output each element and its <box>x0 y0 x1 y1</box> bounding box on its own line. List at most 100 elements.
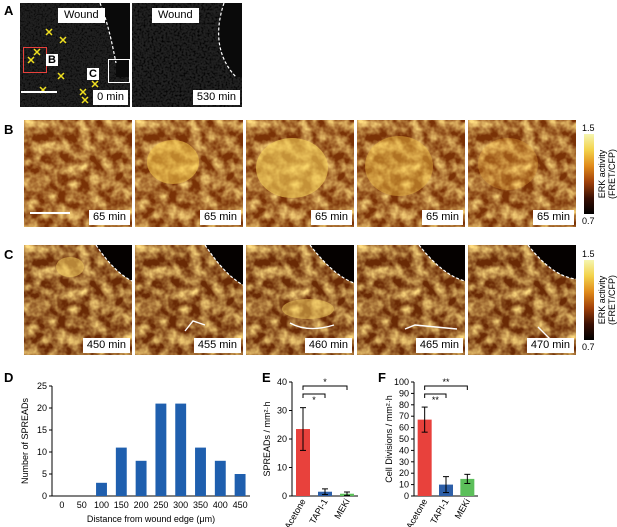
y-tick-label: 15 <box>37 425 47 435</box>
panel-b-frame-5: 65 min <box>468 120 576 227</box>
panel-c-colorbar-min: 0.7 <box>582 342 595 352</box>
panel-b-frame-1-texture <box>24 120 132 227</box>
y-tick-label: 60 <box>399 423 409 433</box>
panel-b-frame-3-texture <box>246 120 354 227</box>
panel-a-right-time: 530 min <box>192 90 240 105</box>
panel-c-frame-5-texture <box>468 245 576 355</box>
y-tick-label: 40 <box>277 377 287 387</box>
x-tick-label: Acetone <box>283 497 308 527</box>
panel-letter-a: A <box>4 3 14 18</box>
panel-c-frame-1-texture <box>24 245 132 355</box>
panel-c-colorbar-max: 1.5 <box>582 249 595 259</box>
bar-acetone <box>296 429 310 496</box>
panel-b-frame-5-texture <box>468 120 576 227</box>
y-tick-label: 50 <box>399 434 409 444</box>
x-tick-label: Acetone <box>404 497 429 527</box>
significance-bracket <box>302 393 326 398</box>
panel-a-left-time: 0 min <box>93 90 128 105</box>
y-tick-label: 100 <box>394 377 409 387</box>
panel-b-time-3: 65 min <box>310 210 352 225</box>
panel-c-frame-4-texture <box>357 245 465 355</box>
significance-label: ** <box>442 377 450 387</box>
y-axis-title: SPREADs / mm²·h <box>262 401 272 476</box>
x-axis-title: Distance from wound edge (μm) <box>87 514 215 524</box>
y-tick-label: 5 <box>42 469 47 479</box>
inset-c-label: C <box>87 68 99 80</box>
inset-b-box <box>23 47 47 73</box>
x-tick-label: 200 <box>134 500 149 510</box>
panel-b-frame-1: 65 min <box>24 120 132 227</box>
spread-markers <box>27 28 99 104</box>
y-tick-label: 20 <box>37 403 47 413</box>
panel-c-colorbar-label: ERK activity (FRET/CFP) <box>597 268 617 332</box>
inset-b-label: B <box>46 54 58 66</box>
x-tick-label: 350 <box>193 500 208 510</box>
panel-letter-b: B <box>4 122 14 137</box>
panel-c-time-5: 470 min <box>526 338 574 353</box>
y-tick-label: 0 <box>404 491 409 501</box>
histogram-bar <box>155 403 167 496</box>
panel-c-frame-1: 450 min <box>24 245 132 355</box>
panel-b-frame-2-texture <box>135 120 243 227</box>
panel-b-frame-2: 65 min <box>135 120 243 227</box>
panel-b-time-2: 65 min <box>199 210 241 225</box>
panel-b-frame-3: 65 min <box>246 120 354 227</box>
y-tick-label: 90 <box>399 388 409 398</box>
panel-a-left-wound-label: Wound <box>58 8 105 23</box>
panel-e-spreads-chart: 0 10 20 30 40 Acetone TAPI-1 MEKi * * SPREADs / mm… <box>262 377 358 527</box>
histogram-bar <box>195 447 206 496</box>
panel-a-right-wound-label: Wound <box>152 8 199 23</box>
x-tick-label: 400 <box>213 500 228 510</box>
y-tick-label: 30 <box>399 457 409 467</box>
x-tick-label: 150 <box>114 500 129 510</box>
panel-a-image-0min: B C Wound 0 min <box>20 3 130 107</box>
y-axis-title: Cell Divisions / mm²·h <box>384 395 394 483</box>
panel-c-frame-2-texture <box>135 245 243 355</box>
x-tick-label: TAPI-1 <box>307 497 329 526</box>
histogram-bar <box>135 460 147 496</box>
y-tick-label: 25 <box>37 381 47 391</box>
x-tick-label: MEKi <box>332 497 351 521</box>
bar-meki <box>460 478 475 496</box>
panel-b-colorbar <box>584 134 594 214</box>
significance-label: * <box>312 395 316 405</box>
panel-c-frame-2: 455 min <box>135 245 243 355</box>
colorbar-label-line1: ERK activity <box>597 275 607 325</box>
panel-a-image-530min: Wound 530 min <box>132 3 242 107</box>
colorbar-label-line1: ERK activity <box>597 149 607 199</box>
panel-b-colorbar-max: 1.5 <box>582 123 595 133</box>
x-tick-label: 100 <box>94 500 109 510</box>
histogram-bar <box>115 447 127 496</box>
histogram-bar <box>234 474 246 496</box>
x-tick-label: 0 <box>59 500 64 510</box>
x-tick-label: 300 <box>173 500 188 510</box>
y-tick-label: 20 <box>277 434 287 444</box>
panel-letter-f: F <box>378 370 386 385</box>
panel-b-colorbar-label: ERK activity (FRET/CFP) <box>597 142 617 206</box>
panel-c-frame-3: 460 min <box>246 245 354 355</box>
histogram-bar <box>214 460 226 496</box>
significance-bracket <box>424 393 447 398</box>
significance-bracket <box>302 385 348 390</box>
y-tick-label: 10 <box>399 480 409 490</box>
panel-c-frame-4: 465 min <box>357 245 465 355</box>
panel-c-time-2: 455 min <box>193 338 241 353</box>
histogram-bar <box>96 482 107 496</box>
colorbar-label-line2: (FRET/CFP) <box>607 275 617 325</box>
panel-b-frame-4: 65 min <box>357 120 465 227</box>
panel-b-time-4: 65 min <box>421 210 463 225</box>
x-tick-label: 50 <box>77 500 87 510</box>
panel-c-time-3: 460 min <box>304 338 352 353</box>
y-tick-label: 10 <box>37 447 47 457</box>
panel-letter-c: C <box>4 247 14 262</box>
y-tick-label: 30 <box>277 406 287 416</box>
panel-c-time-1: 450 min <box>82 338 130 353</box>
y-tick-label: 80 <box>399 400 409 410</box>
panel-c-frame-5: 470 min <box>468 245 576 355</box>
scale-bar <box>30 212 70 214</box>
significance-label: ** <box>432 395 440 405</box>
bar-acetone <box>417 419 432 496</box>
significance-label: * <box>323 377 327 387</box>
